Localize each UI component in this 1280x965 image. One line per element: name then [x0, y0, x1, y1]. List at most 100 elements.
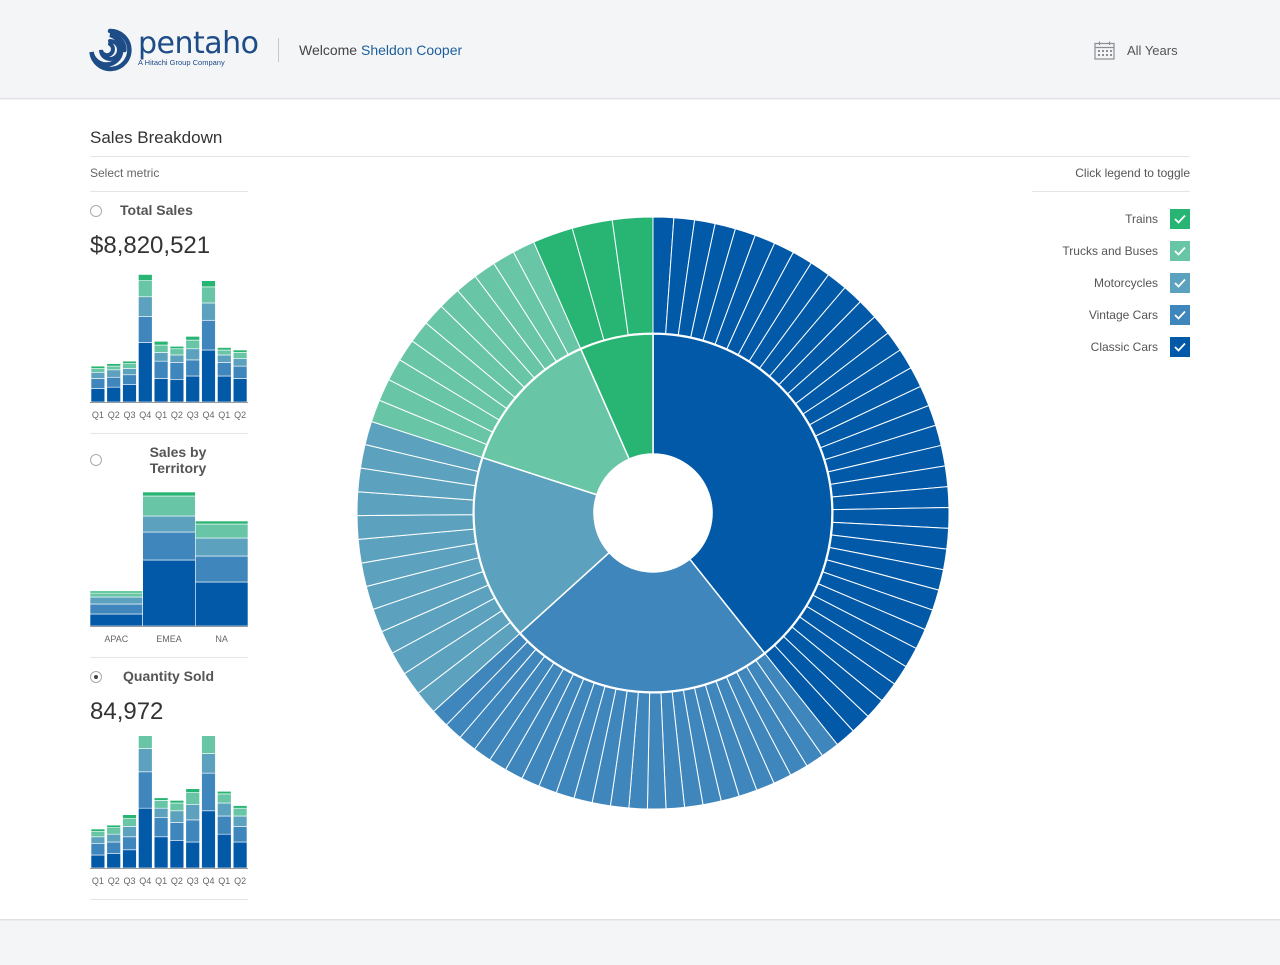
bar-segment-trucks-and-buses[interactable]: [90, 831, 106, 838]
bar-segment-motorcycles[interactable]: [90, 836, 106, 844]
radio-quantity-sold[interactable]: [90, 671, 102, 683]
bar-segment-trains[interactable]: [217, 790, 232, 795]
bar-segment-vintage-cars[interactable]: [195, 555, 248, 583]
bar-segment-motorcycles[interactable]: [106, 369, 121, 378]
bar-segment-trucks-and-buses[interactable]: [232, 352, 248, 359]
bar-segment-motorcycles[interactable]: [232, 358, 248, 367]
legend-checkbox[interactable]: [1170, 209, 1190, 229]
bar-segment-classic-cars[interactable]: [153, 378, 169, 403]
bar-segment-classic-cars[interactable]: [90, 613, 143, 627]
bar-segment-trains[interactable]: [90, 365, 106, 369]
radio-total-sales[interactable]: [90, 205, 102, 217]
bar-segment-motorcycles[interactable]: [122, 368, 137, 376]
sunburst-chart[interactable]: [355, 215, 951, 811]
metric-quantity-sold[interactable]: Quantity Sold 84,972 Q1 Q2 Q3 Q4 Q1 Q2 Q3 Q4 Q1 Q…: [90, 666, 248, 900]
bar-segment-vintage-cars[interactable]: [138, 316, 153, 343]
bar-segment-motorcycles[interactable]: [217, 354, 232, 363]
bar-segment-motorcycles[interactable]: [90, 371, 106, 379]
sunburst-outer-trains[interactable]: [611, 216, 654, 336]
bar-segment-vintage-cars[interactable]: [90, 378, 106, 389]
bar-segment-trains[interactable]: [90, 828, 106, 832]
metric-total-sales[interactable]: Total Sales $8,820,521 Q1 Q2 Q3 Q4 Q1 Q2 Q3 Q4 Q…: [90, 200, 248, 434]
bar-segment-trucks-and-buses[interactable]: [169, 802, 185, 812]
bar-segment-trucks-and-buses[interactable]: [90, 368, 106, 373]
bar-segment-motorcycles[interactable]: [185, 348, 200, 361]
bar-segment-trucks-and-buses[interactable]: [217, 349, 232, 356]
pentaho-logo[interactable]: pentaho A Hitachi Group Company: [88, 26, 259, 72]
bar-segment-motorcycles[interactable]: [169, 354, 185, 363]
bar-segment-vintage-cars[interactable]: [122, 374, 137, 385]
bar-segment-trucks-and-buses[interactable]: [142, 495, 196, 517]
bar-segment-trains[interactable]: [169, 800, 185, 804]
legend-checkbox[interactable]: [1170, 241, 1190, 261]
bar-segment-motorcycles[interactable]: [90, 596, 143, 605]
bar-segment-trucks-and-buses[interactable]: [138, 736, 153, 749]
bar-segment-vintage-cars[interactable]: [232, 365, 248, 379]
bar-segment-trains[interactable]: [138, 274, 153, 281]
bar-segment-trains[interactable]: [106, 363, 121, 367]
bar-segment-classic-cars[interactable]: [185, 841, 200, 869]
legend-item-motorcycles[interactable]: Motorcycles: [1000, 267, 1190, 299]
bar-segment-trucks-and-buses[interactable]: [217, 793, 232, 804]
bar-segment-trucks-and-buses[interactable]: [106, 827, 121, 835]
bar-segment-trucks-and-buses[interactable]: [201, 736, 216, 754]
legend-item-vintage-cars[interactable]: Vintage Cars: [1000, 299, 1190, 331]
bar-segment-motorcycles[interactable]: [142, 515, 196, 533]
bar-segment-motorcycles[interactable]: [138, 296, 153, 317]
bar-segment-vintage-cars[interactable]: [169, 362, 185, 381]
bar-segment-classic-cars[interactable]: [122, 849, 137, 869]
bar-segment-trucks-and-buses[interactable]: [138, 280, 153, 298]
sunburst-inner-classic-cars[interactable]: [652, 333, 833, 655]
year-filter[interactable]: All Years: [1094, 41, 1178, 60]
bar-segment-classic-cars[interactable]: [232, 378, 248, 403]
bar-segment-vintage-cars[interactable]: [153, 360, 169, 379]
bar-segment-motorcycles[interactable]: [201, 753, 216, 774]
bar-segment-trucks-and-buses[interactable]: [153, 800, 169, 809]
bar-segment-motorcycles[interactable]: [201, 302, 216, 321]
bar-segment-trains[interactable]: [169, 345, 185, 350]
bar-segment-classic-cars[interactable]: [201, 810, 216, 869]
bar-segment-vintage-cars[interactable]: [185, 819, 200, 843]
bar-segment-classic-cars[interactable]: [169, 840, 185, 869]
legend-checkbox[interactable]: [1170, 273, 1190, 293]
bar-segment-vintage-cars[interactable]: [142, 531, 196, 561]
bar-segment-trucks-and-buses[interactable]: [153, 344, 169, 353]
bar-segment-motorcycles[interactable]: [232, 815, 248, 827]
bar-segment-vintage-cars[interactable]: [90, 843, 106, 856]
bar-segment-classic-cars[interactable]: [122, 384, 137, 403]
bar-segment-vintage-cars[interactable]: [217, 362, 232, 377]
bar-segment-trucks-and-buses[interactable]: [122, 363, 137, 369]
bar-segment-trucks-and-buses[interactable]: [201, 286, 216, 304]
bar-segment-trucks-and-buses[interactable]: [90, 592, 143, 598]
bar-segment-trucks-and-buses[interactable]: [169, 348, 185, 356]
bar-segment-trains[interactable]: [217, 347, 232, 351]
bar-segment-vintage-cars[interactable]: [106, 376, 121, 388]
bar-segment-vintage-cars[interactable]: [138, 771, 153, 809]
bar-segment-trains[interactable]: [142, 491, 196, 497]
bar-segment-trains[interactable]: [201, 280, 216, 288]
bar-segment-trains[interactable]: [122, 360, 137, 364]
bar-segment-motorcycles[interactable]: [106, 833, 121, 843]
legend-checkbox[interactable]: [1170, 305, 1190, 325]
bar-segment-trucks-and-buses[interactable]: [185, 792, 200, 805]
bar-segment-motorcycles[interactable]: [217, 802, 232, 817]
bar-segment-vintage-cars[interactable]: [153, 817, 169, 838]
bar-segment-motorcycles[interactable]: [122, 826, 137, 838]
bar-segment-trains[interactable]: [185, 788, 200, 793]
bar-segment-classic-cars[interactable]: [232, 841, 248, 869]
bar-segment-classic-cars[interactable]: [138, 342, 153, 403]
bar-segment-classic-cars[interactable]: [106, 386, 121, 403]
bar-segment-classic-cars[interactable]: [138, 807, 153, 869]
metric-sales-by-territory[interactable]: Sales by Territory APAC EMEA NA: [90, 440, 248, 658]
bar-segment-classic-cars[interactable]: [217, 833, 232, 869]
bar-segment-vintage-cars[interactable]: [232, 826, 248, 843]
bar-segment-classic-cars[interactable]: [106, 853, 121, 869]
bar-segment-vintage-cars[interactable]: [169, 822, 185, 842]
legend-checkbox[interactable]: [1170, 337, 1190, 357]
bar-segment-motorcycles[interactable]: [185, 804, 200, 821]
legend-item-trains[interactable]: Trains: [1000, 203, 1190, 235]
bar-segment-trains[interactable]: [195, 520, 248, 525]
radio-sales-by-territory[interactable]: [90, 454, 102, 466]
bar-segment-trains[interactable]: [90, 590, 143, 594]
bar-segment-motorcycles[interactable]: [138, 748, 153, 773]
